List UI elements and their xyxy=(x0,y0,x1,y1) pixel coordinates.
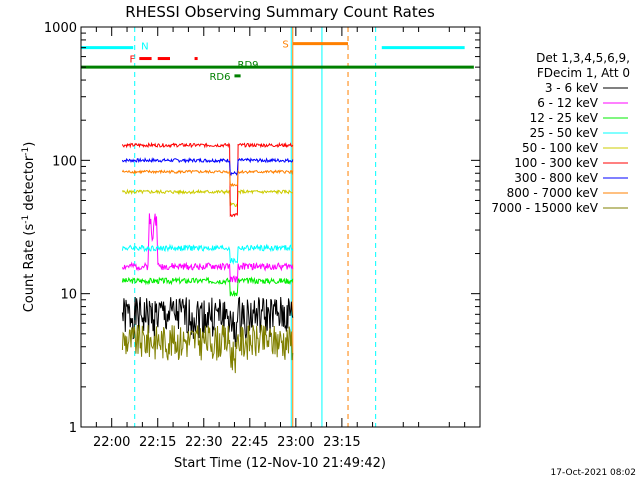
x-tick-label: 23:15 xyxy=(323,435,360,450)
footer-date: 17-Oct-2021 08:02 xyxy=(551,468,636,478)
x-tick-label: 23:00 xyxy=(277,435,314,450)
y-tick-label: 1 xyxy=(69,421,77,436)
series-line-9 xyxy=(121,324,294,374)
series-line-2 xyxy=(121,213,294,283)
x-axis-label: Start Time (12-Nov-10 21:49:42) xyxy=(174,456,386,471)
y-tick-label: 100 xyxy=(52,154,77,169)
mode-marker-lines xyxy=(134,27,377,427)
state-bars xyxy=(81,42,474,78)
legend-entry-label: 100 - 300 keV xyxy=(514,156,598,170)
y-axis-label: Count Rate (s-1 detector-1) xyxy=(21,142,37,313)
series-line-8 xyxy=(121,169,294,187)
y-tick-label: 1000 xyxy=(44,21,77,36)
x-tick-label: 22:45 xyxy=(231,435,268,450)
legend-entry-label: 3 - 6 keV xyxy=(545,81,599,95)
series-line-4 xyxy=(121,243,294,265)
legend: Det 1,3,4,5,6,9, FDecim 1, Att 0 3 - 6 k… xyxy=(491,51,630,215)
x-axis: 22:00 22:15 22:30 22:45 23:00 23:15 xyxy=(80,27,466,450)
legend-header-line-1: Det 1,3,4,5,6,9, xyxy=(536,51,630,65)
legend-entry-label: 25 - 50 keV xyxy=(530,126,599,140)
x-tick-label: 22:30 xyxy=(185,435,222,450)
series-line-1 xyxy=(121,296,294,347)
legend-header-line-2: FDecim 1, Att 0 xyxy=(537,66,630,80)
legend-entry-label: 6 - 12 keV xyxy=(537,96,599,110)
state-bar-label-s: S xyxy=(282,40,288,51)
x-tick-label: 22:15 xyxy=(139,435,176,450)
x-tick-label: 22:00 xyxy=(93,435,130,450)
count-rate-series xyxy=(121,141,294,374)
legend-entry-label: 800 - 7000 keV xyxy=(507,186,599,200)
state-bar-label-rd6: RD6 xyxy=(209,72,230,83)
series-line-3 xyxy=(121,276,294,297)
legend-entry-label: 50 - 100 keV xyxy=(522,141,599,155)
state-bar-labels: NF S RD9 RD6 xyxy=(130,40,289,83)
legend-entry-label: 12 - 25 keV xyxy=(530,111,599,125)
series-line-6 xyxy=(121,141,294,218)
state-bar-label-n: N xyxy=(141,42,148,53)
legend-entry-label: 300 - 800 keV xyxy=(514,171,598,185)
y-tick-label: 10 xyxy=(60,288,77,303)
series-line-5 xyxy=(121,188,293,208)
series-line-7 xyxy=(121,157,294,176)
state-bar-label-rd9: RD9 xyxy=(238,60,259,71)
state-bar-label-f: F xyxy=(130,55,136,66)
chart-title: RHESSI Observing Summary Count Rates xyxy=(125,3,435,21)
legend-entry-label: 7000 - 15000 keV xyxy=(491,201,598,215)
y-axis: 1 10 100 1000 xyxy=(44,21,480,436)
